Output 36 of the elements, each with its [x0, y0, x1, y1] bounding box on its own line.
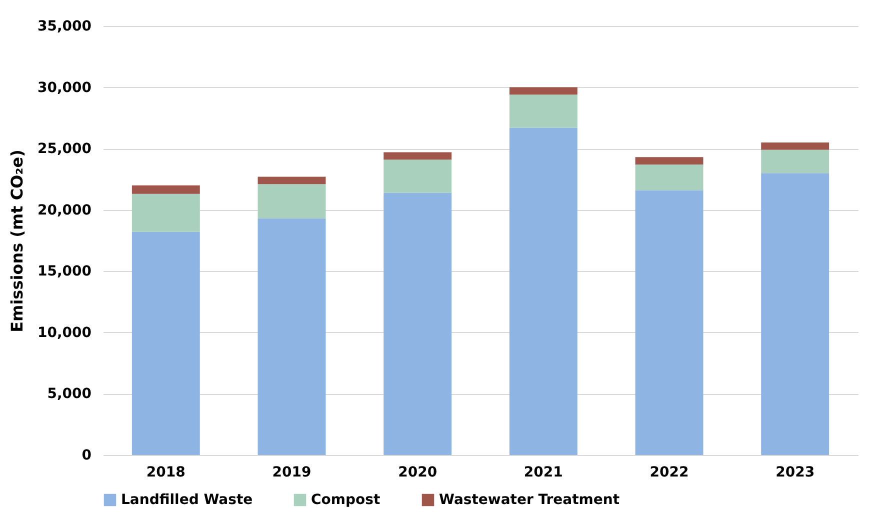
- x-tick-label: 2018: [146, 464, 186, 480]
- y-tick-label: 25,000: [37, 141, 92, 158]
- bar: [635, 157, 704, 165]
- x-tick-label: 2022: [650, 464, 689, 480]
- bar: [635, 164, 704, 190]
- bar: [384, 152, 452, 160]
- bar: [132, 194, 200, 232]
- legend-label: Wastewater Treatment: [439, 492, 620, 508]
- x-tick-label: 2023: [776, 464, 815, 480]
- bar: [509, 128, 578, 455]
- x-tick-label: 2019: [272, 464, 312, 480]
- bar: [635, 190, 704, 455]
- bar: [132, 232, 200, 455]
- bar: [384, 192, 452, 455]
- y-tick-label: 30,000: [37, 80, 92, 96]
- y-tick-label: 20,000: [37, 202, 92, 218]
- y-tick-label: 5,000: [47, 386, 92, 402]
- x-tick-label: 2020: [398, 464, 438, 480]
- y-tick-label: 15,000: [37, 264, 92, 280]
- y-axis-title: Emissions (mt CO₂e): [7, 150, 26, 332]
- bar: [761, 150, 830, 174]
- legend-label: Compost: [311, 492, 380, 508]
- y-tick-label: 10,000: [37, 324, 92, 341]
- bar: [761, 173, 830, 455]
- bar: [258, 176, 326, 184]
- legend-label: Landfilled Waste: [121, 492, 253, 508]
- bar: [761, 142, 830, 150]
- y-tick-label: 0: [82, 448, 92, 464]
- bar: [509, 94, 578, 128]
- bar: [384, 160, 452, 193]
- bar: [258, 184, 326, 218]
- y-tick-label: 35,000: [37, 18, 92, 34]
- bar: [132, 185, 200, 194]
- bar: [509, 87, 578, 95]
- x-tick-label: 2021: [524, 464, 563, 480]
- bar: [258, 218, 326, 455]
